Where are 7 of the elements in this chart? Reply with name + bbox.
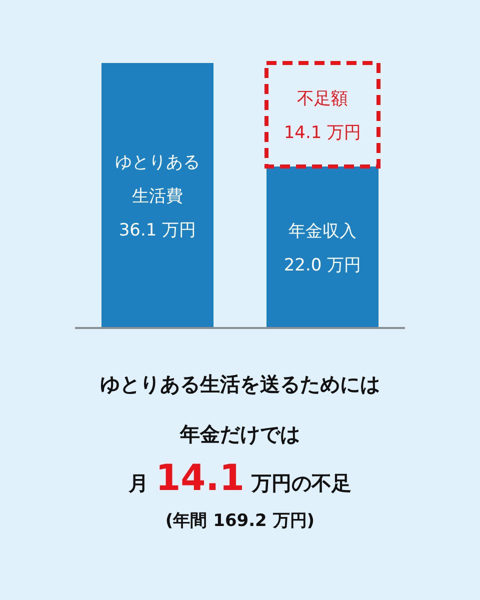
data-label: 不足額 14.1 万円 (284, 88, 362, 143)
text: ゆとりある生活を送るためには (100, 372, 380, 396)
data-label: 年金収入 22.0 万円 (284, 221, 362, 276)
text: 年金だけでは (179, 422, 300, 446)
text: (年間 169.2 万円) (165, 511, 315, 531)
data-label: ゆとりある生活費 36.1 万円 (115, 152, 200, 240)
text: 月 14.1 万円の不足 (128, 458, 352, 499)
